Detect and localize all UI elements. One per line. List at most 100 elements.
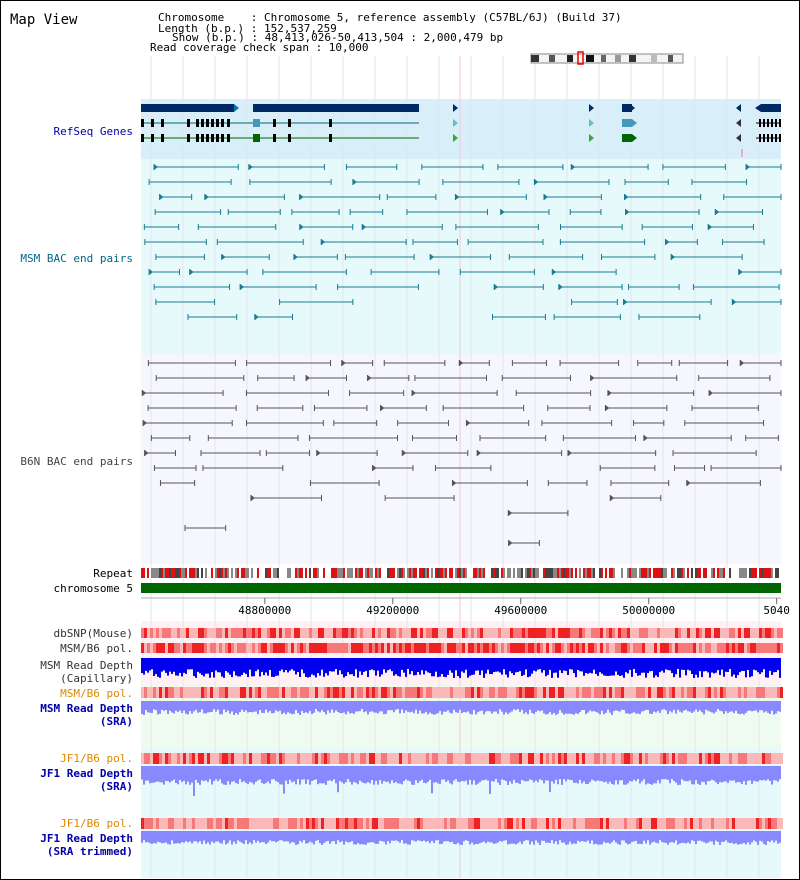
msm-depth-capillary-bar xyxy=(625,658,627,673)
jf1-pol-heat xyxy=(159,753,162,764)
jf1-pol-heat xyxy=(513,753,516,764)
jf1-depth-trim-bar xyxy=(439,831,441,845)
jf1-depth-trim-bar xyxy=(483,831,485,842)
jf1-depth-sra-bar xyxy=(745,766,747,785)
msm-depth-sra-bar xyxy=(625,701,627,714)
msm-depth-capillary-bar xyxy=(185,658,187,674)
msm-pol-heat xyxy=(258,643,261,653)
msm-depth-sra-bar xyxy=(539,701,541,712)
jf1-depth-sra-bar xyxy=(169,766,171,783)
msm-pol-heat xyxy=(417,643,420,653)
jf1-pol-heat xyxy=(312,753,315,764)
b6n-bac-pair-arrow xyxy=(402,450,407,456)
repeat-segment xyxy=(441,568,443,578)
jf1-pol-heat xyxy=(708,753,711,764)
jf1-pol-heat xyxy=(405,753,408,764)
msm-depth-capillary-bar xyxy=(261,658,263,672)
jf1-depth-sra-bar xyxy=(251,766,253,783)
jf1-depth-trim-bar xyxy=(209,831,211,845)
jf1-depth-sra-bar xyxy=(267,766,269,782)
msm-depth-capillary-bar xyxy=(141,658,143,674)
jf1-depth-sra-bar xyxy=(395,766,397,782)
msm-pol-sra-heat xyxy=(735,687,738,698)
msm-depth-capillary-bar xyxy=(597,658,599,676)
msm-depth-capillary-bar xyxy=(453,658,455,678)
jf1-pol-heat xyxy=(168,753,171,764)
msm-pol-sra-heat xyxy=(282,687,285,698)
msm-pol-sra-heat xyxy=(729,687,732,698)
msm-depth-capillary-bar xyxy=(159,658,161,678)
axis-tick-label: 50000000 xyxy=(622,604,675,617)
msm-depth-sra-bar xyxy=(745,701,747,713)
dbsnp-heat xyxy=(375,628,378,638)
repeat-segment xyxy=(567,568,569,578)
msm-depth-sra-bar xyxy=(771,701,773,711)
jf1-depth-trim-bar xyxy=(583,831,585,842)
jf1-pol-trim-heat xyxy=(774,818,777,829)
msm-depth-capillary-bar xyxy=(325,658,327,674)
dbsnp-heat xyxy=(621,628,624,638)
jf1-depth-sra-bar xyxy=(403,766,405,782)
track-label-msm-bac[interactable]: MSM BAC end pairs xyxy=(20,252,133,265)
msm-bac-pair-arrow xyxy=(189,269,194,275)
msm-pol-sra-heat xyxy=(450,687,453,698)
jf1-depth-sra-bar xyxy=(385,766,387,782)
jf1-depth-sra-bar xyxy=(291,766,293,783)
gene-arrow xyxy=(589,119,594,127)
msm-depth-capillary-bar xyxy=(663,658,665,673)
dbsnp-heat xyxy=(729,628,732,638)
jf1-depth-sra-bar xyxy=(689,766,691,781)
jf1-depth-trim-bar xyxy=(383,831,385,842)
msm-depth-capillary-bar xyxy=(279,658,281,671)
msm-depth-capillary-bar xyxy=(515,658,517,673)
track-label-jf1-pol-trimmed: JF1/B6 pol. xyxy=(60,817,133,830)
repeat-segment xyxy=(723,568,725,578)
msm-depth-capillary-bar xyxy=(401,658,403,670)
msm-depth-sra-bar xyxy=(719,701,721,711)
track-label-b6n-bac[interactable]: B6N BAC end pairs xyxy=(20,455,133,468)
msm-pol-sra-heat xyxy=(426,687,429,698)
jf1-pol-trim-heat xyxy=(261,818,264,829)
msm-pol-sra-heat xyxy=(345,687,348,698)
jf1-pol-heat xyxy=(348,753,351,764)
msm-depth-sra-bar xyxy=(229,701,231,714)
jf1-pol-trim-heat xyxy=(666,818,669,829)
msm-pol-sra-heat xyxy=(489,687,492,698)
msm-depth-sra-bar xyxy=(331,701,333,710)
repeat-segment xyxy=(559,568,561,578)
msm-depth-sra-bar xyxy=(259,701,261,710)
dbsnp-heat xyxy=(147,628,150,638)
msm-depth-sra-bar xyxy=(607,701,609,710)
msm-depth-capillary-bar xyxy=(187,658,189,670)
jf1-depth-trim-bar xyxy=(313,831,315,845)
jf1-pol-trim-heat xyxy=(162,818,165,829)
jf1-depth-trim-bar xyxy=(659,831,661,841)
jf1-depth-trim-bar xyxy=(421,831,423,842)
msm-depth-sra-bar xyxy=(167,701,169,715)
msm-depth-sra-bar xyxy=(639,701,641,715)
jf1-depth-sra-bar xyxy=(145,766,147,781)
dbsnp-heat xyxy=(693,628,696,638)
b6n-bac-pair-arrow xyxy=(605,405,610,411)
jf1-depth-trim-bar xyxy=(731,831,733,843)
jf1-depth-trim-bar xyxy=(593,831,595,845)
msm-depth-sra-bar xyxy=(351,701,353,713)
jf1-pol-trim-heat xyxy=(606,818,609,829)
dbsnp-heat xyxy=(489,628,492,638)
jf1-pol-heat xyxy=(552,753,555,764)
msm-pol-heat xyxy=(585,643,588,653)
jf1-pol-heat xyxy=(186,753,189,764)
dbsnp-heat xyxy=(579,628,582,638)
jf1-depth-trim-bar xyxy=(655,831,657,843)
track-label-refseq[interactable]: RefSeq Genes xyxy=(53,125,133,138)
jf1-depth-sra-bar xyxy=(293,766,295,782)
jf1-depth-trim-bar xyxy=(267,831,269,843)
msm-depth-sra-bar xyxy=(405,701,407,711)
msm-depth-capillary-bar xyxy=(699,658,701,672)
msm-pol-heat xyxy=(261,643,264,653)
msm-pol-heat xyxy=(330,643,333,653)
msm-depth-sra-bar xyxy=(695,701,697,710)
msm-depth-sra-bar xyxy=(431,701,433,714)
jf1-depth-trim-bar xyxy=(567,831,569,845)
